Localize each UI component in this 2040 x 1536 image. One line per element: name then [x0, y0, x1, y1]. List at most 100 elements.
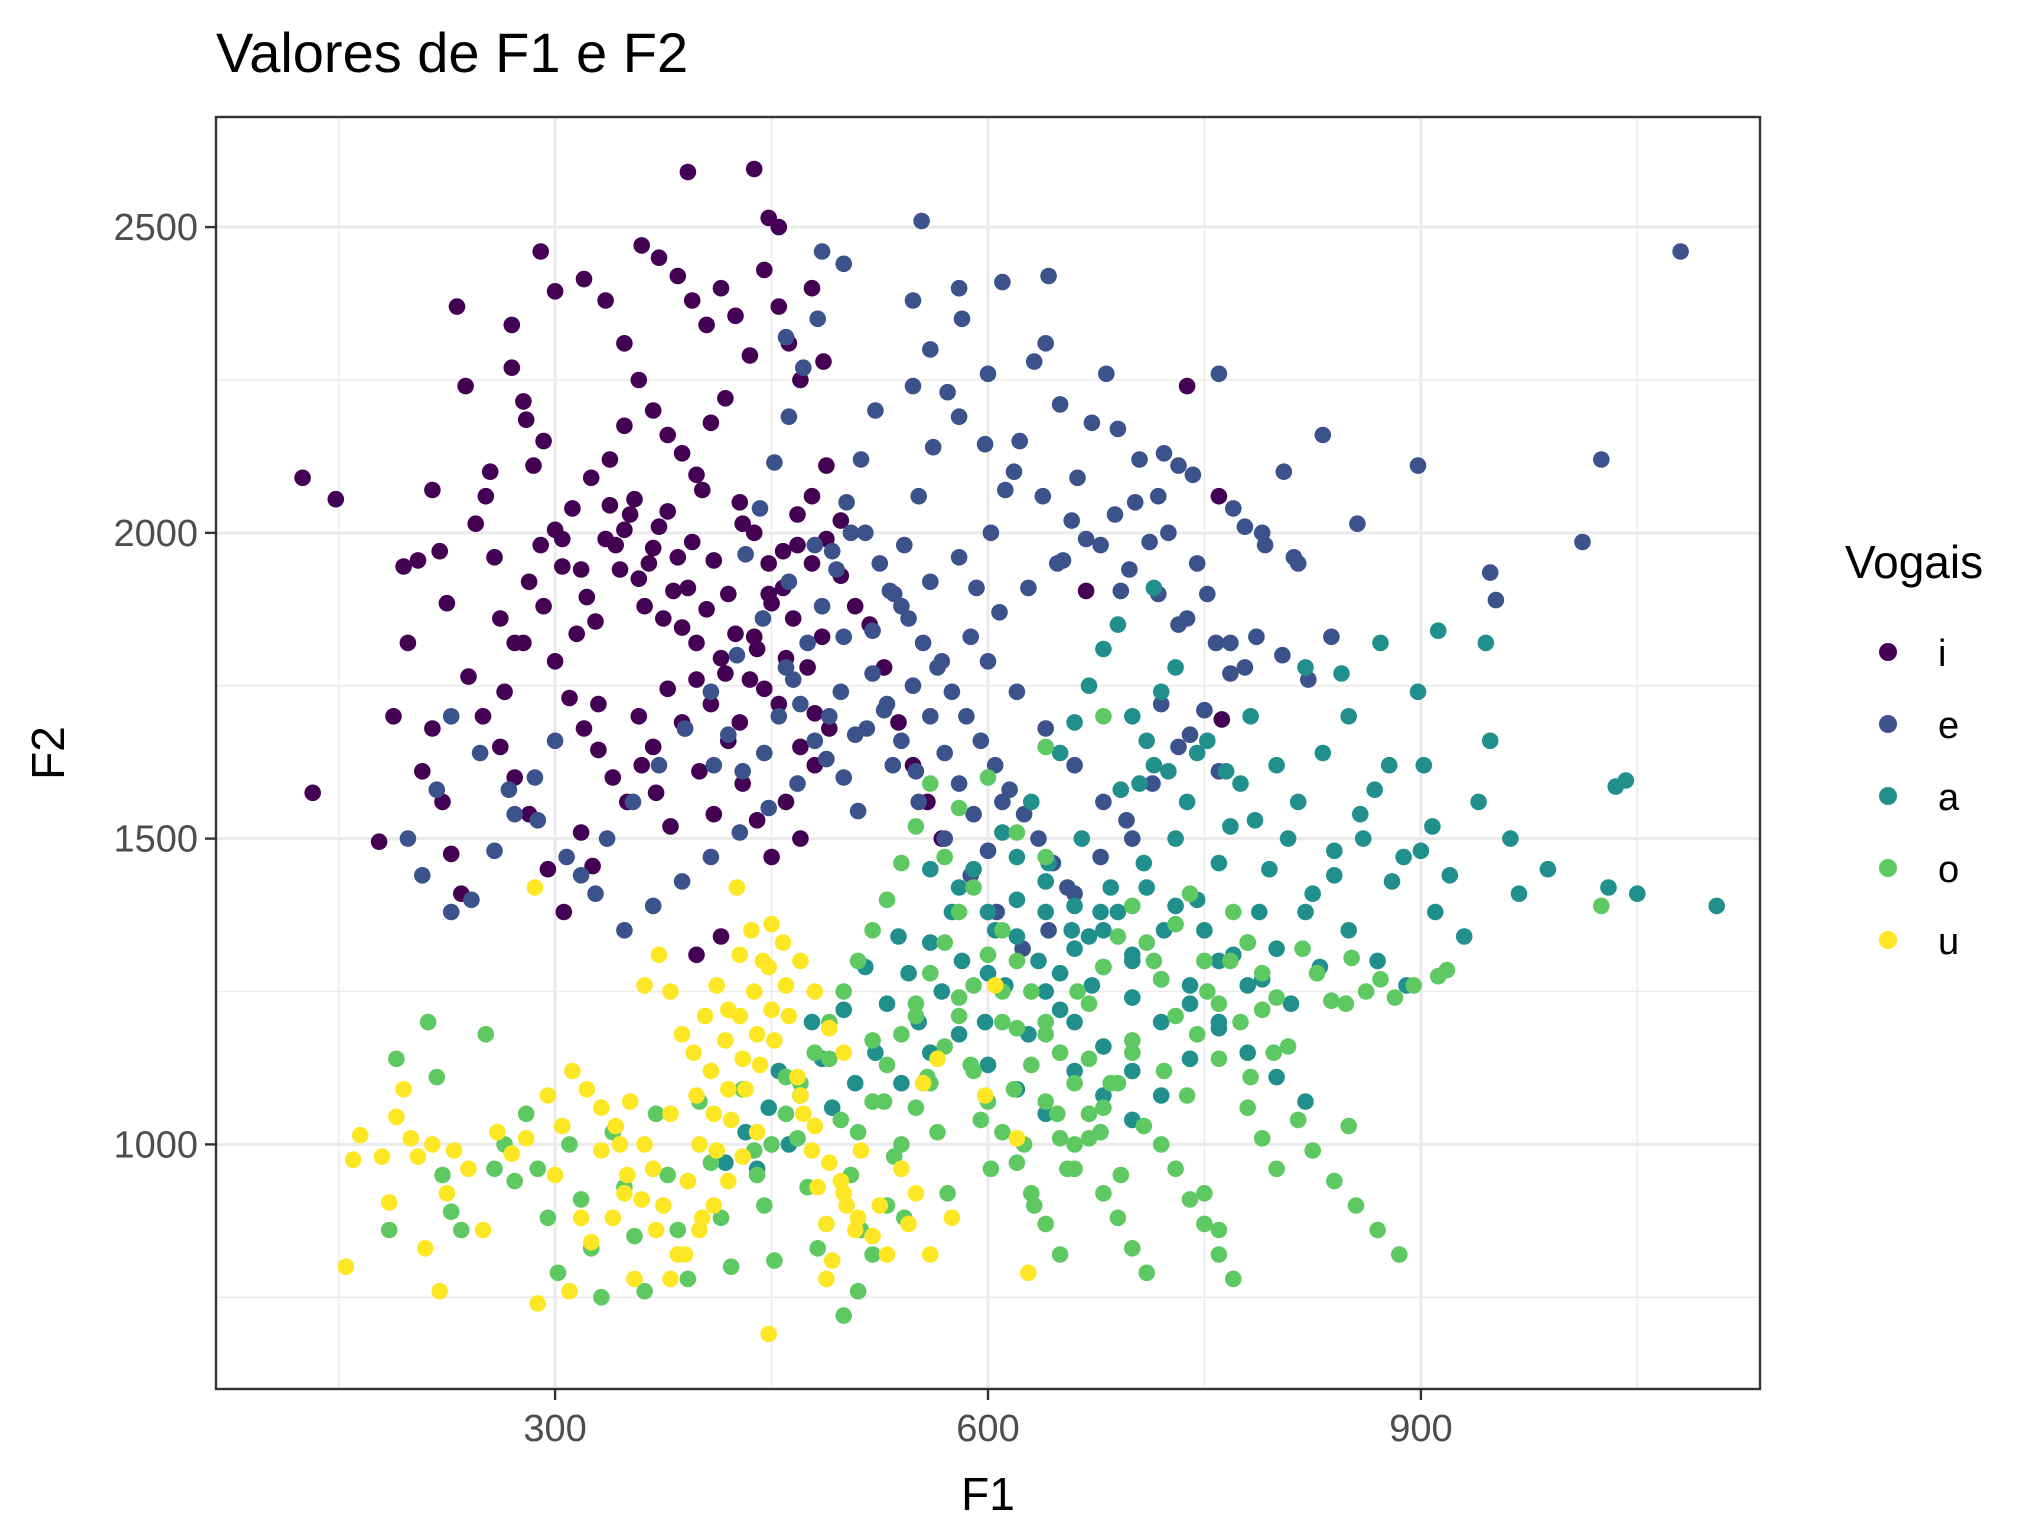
- data-point: [838, 494, 855, 511]
- data-point: [572, 867, 590, 884]
- data-point: [818, 457, 835, 474]
- data-point: [673, 873, 691, 890]
- data-point: [939, 383, 956, 401]
- axis-ticks: 300 600 900 1000 1500 2000 2500: [113, 207, 1452, 1450]
- data-point: [442, 708, 460, 725]
- data-point: [409, 1148, 427, 1165]
- data-point: [728, 879, 746, 896]
- data-point: [1232, 775, 1249, 792]
- data-point: [327, 490, 345, 508]
- data-point: [823, 542, 841, 560]
- data-point: [395, 558, 412, 575]
- data-point: [691, 1136, 708, 1153]
- data-point: [1008, 1154, 1026, 1171]
- data-point: [673, 445, 691, 462]
- data-point: [673, 1026, 691, 1043]
- data-point: [575, 720, 593, 737]
- legend-label: e: [1938, 705, 1959, 747]
- data-point: [1196, 1215, 1213, 1233]
- data-point: [662, 1105, 679, 1123]
- data-point: [1210, 952, 1228, 970]
- data-point: [745, 524, 763, 542]
- data-point: [1170, 457, 1187, 474]
- y-axis-title: F2: [22, 726, 74, 780]
- data-point: [419, 1013, 437, 1031]
- data-point: [1077, 582, 1095, 600]
- data-point: [650, 756, 668, 774]
- data-point: [986, 977, 1004, 994]
- data-point: [737, 1123, 754, 1141]
- data-point: [431, 1282, 449, 1300]
- data-point: [1314, 744, 1332, 762]
- data-point: [471, 744, 489, 762]
- data-point: [900, 964, 917, 982]
- data-point: [676, 720, 694, 737]
- data-point: [676, 1246, 694, 1263]
- data-point: [717, 1154, 734, 1171]
- data-point: [467, 515, 485, 532]
- data-point: [922, 573, 939, 591]
- data-point: [572, 1209, 590, 1227]
- data-point: [1672, 243, 1689, 260]
- data-point: [756, 1197, 773, 1214]
- data-point: [647, 784, 665, 802]
- data-point: [1253, 1130, 1271, 1147]
- data-point: [1066, 1136, 1083, 1153]
- data-point: [965, 1062, 982, 1080]
- data-point: [1124, 989, 1141, 1006]
- data-point: [748, 1123, 766, 1141]
- data-point: [741, 671, 759, 688]
- data-point: [1020, 579, 1037, 597]
- data-point: [1455, 928, 1473, 945]
- data-point: [1008, 848, 1026, 866]
- data-point: [763, 915, 780, 933]
- data-point: [1155, 445, 1173, 462]
- data-point: [809, 310, 826, 328]
- data-point: [965, 977, 982, 994]
- data-point: [503, 359, 521, 377]
- data-point: [503, 1145, 521, 1162]
- data-point: [846, 597, 864, 615]
- data-point: [893, 1074, 910, 1092]
- data-point: [1323, 628, 1340, 646]
- data-point: [849, 1282, 867, 1300]
- data-point: [688, 1087, 705, 1104]
- data-point: [1008, 824, 1026, 841]
- data-point: [526, 879, 544, 896]
- data-point: [1289, 555, 1307, 572]
- data-point: [1008, 1019, 1026, 1037]
- data-point: [950, 279, 968, 297]
- data-point: [1242, 1068, 1259, 1086]
- data-point: [994, 793, 1011, 811]
- data-point: [1181, 1191, 1199, 1208]
- data-point: [621, 506, 639, 523]
- data-point: [922, 341, 939, 358]
- data-point: [965, 805, 982, 823]
- data-point: [1051, 1130, 1069, 1147]
- data-point: [679, 163, 697, 181]
- data-point: [1222, 665, 1239, 682]
- data-point: [665, 582, 682, 600]
- data-point: [1037, 983, 1054, 1000]
- data-point: [616, 335, 633, 352]
- data-point: [659, 426, 676, 444]
- data-point: [936, 744, 953, 762]
- data-point: [734, 775, 751, 792]
- data-point: [1199, 732, 1216, 750]
- data-point: [1131, 451, 1148, 468]
- data-point: [852, 1142, 870, 1159]
- legend-key: [1879, 715, 1897, 733]
- data-point: [1152, 695, 1170, 713]
- data-point: [813, 597, 831, 615]
- data-point: [1112, 582, 1130, 600]
- data-point: [601, 497, 619, 514]
- data-point: [1167, 897, 1184, 915]
- data-point: [650, 249, 668, 266]
- data-point: [737, 1081, 754, 1098]
- data-point: [1326, 842, 1343, 860]
- data-point: [745, 160, 763, 178]
- data-point: [731, 824, 749, 841]
- data-point: [1275, 463, 1293, 481]
- data-point: [789, 1130, 806, 1147]
- data-point: [1020, 1264, 1037, 1282]
